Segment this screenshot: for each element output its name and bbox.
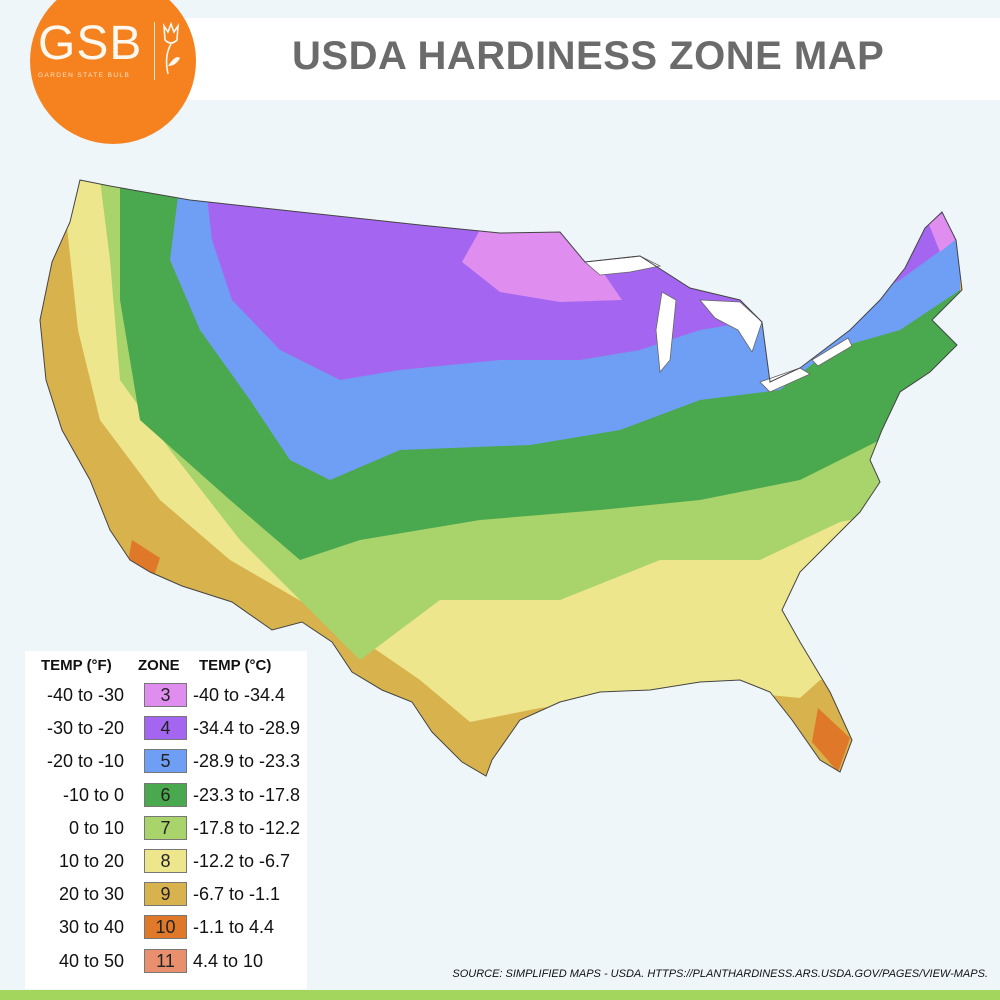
legend-fahrenheit: -10 to 0	[62, 784, 124, 805]
legend-celsius: -34.4 to -28.9	[193, 718, 301, 739]
legend-swatch: 3	[144, 683, 187, 707]
legend-row-zone-9: 20 to 30 9 -6.7 to -1.1	[25, 880, 307, 913]
legend-swatch: 6	[144, 782, 187, 807]
legend-fahrenheit: -30 to -20	[46, 718, 124, 739]
zone-10-area-california	[128, 540, 160, 582]
legend-header-fahrenheit: TEMP (°F)	[41, 657, 112, 674]
legend-swatch: 5	[144, 749, 187, 774]
zone-legend: TEMP (°F) ZONE TEMP (°C) -40 to -30 3 -40 …	[25, 651, 307, 989]
legend-fahrenheit: 40 to 50	[58, 950, 124, 971]
legend-row-zone-8: 10 to 20 8 -12.2 to -6.7	[25, 847, 307, 880]
zone-3-area	[462, 230, 622, 302]
logo-subtitle: GARDEN STATE BULB	[38, 72, 131, 79]
source-note: SOURCE: SIMPLIFIED MAPS - USDA. HTTPS://…	[452, 968, 988, 980]
legend-fahrenheit: 20 to 30	[58, 884, 124, 905]
legend-fahrenheit: -20 to -10	[46, 751, 124, 772]
legend-header-zone: ZONE	[138, 657, 180, 674]
legend-fahrenheit: 0 to 10	[68, 817, 124, 838]
legend-celsius: -28.9 to -23.3	[193, 751, 301, 772]
legend-fahrenheit: -40 to -30	[46, 685, 124, 705]
legend-row-zone-7: 0 to 10 7 -17.8 to -12.2	[25, 814, 307, 847]
gsb-logo: GSB GARDEN STATE BULB	[30, 0, 196, 144]
zone-10-area-florida	[812, 708, 850, 772]
legend-row-zone-4: -30 to -20 4 -34.4 to -28.9	[25, 714, 307, 747]
bottom-bar	[0, 990, 1000, 1000]
legend-celsius: -23.3 to -17.8	[193, 784, 301, 805]
tulip-icon	[162, 21, 180, 75]
page-title: USDA HARDINESS ZONE MAP	[292, 34, 885, 78]
legend-swatch: 9	[144, 882, 187, 907]
legend-swatch: 4	[144, 716, 187, 741]
legend-row-zone-5: -20 to -10 5 -28.9 to -23.3	[25, 747, 307, 780]
legend-row-zone-6: -10 to 0 6 -23.3 to -17.8	[25, 781, 307, 814]
legend-celsius: -1.1 to 4.4	[193, 917, 275, 938]
legend-row-zone-3: -40 to -30 3 -40 to -34.4	[25, 681, 307, 714]
legend-celsius: -40 to -34.4	[193, 685, 286, 705]
legend-header-celsius: TEMP (°C)	[199, 657, 272, 674]
legend-swatch: 7	[144, 815, 187, 840]
legend-swatch: 8	[144, 849, 187, 873]
legend-celsius: -6.7 to -1.1	[193, 884, 281, 905]
legend-swatch: 10	[144, 915, 187, 940]
legend-celsius: 4.4 to 10	[193, 950, 264, 971]
great-lakes	[584, 255, 853, 393]
legend-fahrenheit: 10 to 20	[58, 851, 124, 871]
legend-celsius: -17.8 to -12.2	[193, 817, 301, 838]
legend-fahrenheit: 30 to 40	[58, 917, 124, 938]
title-band	[150, 18, 1000, 100]
legend-row-zone-10: 30 to 40 10 -1.1 to 4.4	[25, 913, 307, 946]
logo-divider	[154, 22, 155, 80]
logo-text: GSB	[38, 17, 143, 70]
legend-celsius: -12.2 to -6.7	[193, 851, 291, 871]
legend-row-zone-11: 40 to 50 11 4.4 to 10	[25, 947, 307, 980]
legend-swatch: 11	[144, 948, 187, 973]
